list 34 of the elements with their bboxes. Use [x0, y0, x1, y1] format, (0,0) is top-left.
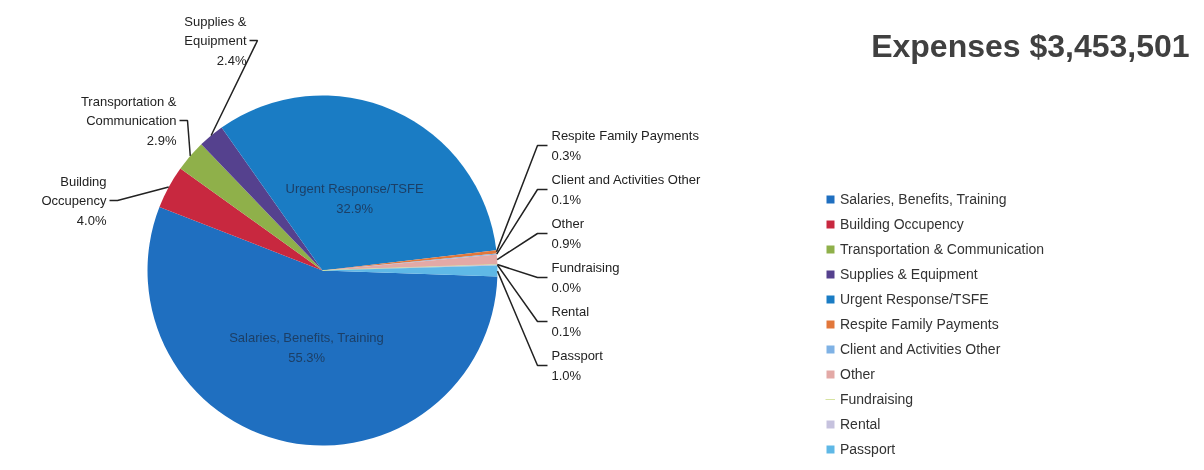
legend-label: Transportation & Communication — [840, 240, 1045, 258]
legend-label: Building Occupency — [840, 215, 964, 233]
slice-label: Respite Family Payments — [551, 128, 700, 144]
slice-label: Passport — [551, 348, 604, 364]
slice-label: Supplies & Equipment — [184, 13, 247, 48]
legend-label: Other — [840, 365, 876, 383]
slice-label: Other — [551, 216, 585, 232]
legend-label: Rental — [840, 415, 881, 433]
data-label: 2.9% — [146, 132, 177, 148]
legend-label: Client and Activities Other — [840, 340, 1001, 358]
legend-label: Urgent Response/TSFE — [840, 290, 989, 308]
data-label: 0.3% — [551, 147, 582, 163]
category-label: Fundraising — [840, 391, 914, 407]
data-label: 0.1% — [551, 191, 582, 207]
legend-label: Supplies & Equipment — [840, 265, 978, 283]
legend-label: Salaries, Benefits, Training — [840, 190, 1007, 208]
text: 0.0% — [551, 279, 582, 295]
data-label: 1.0% — [551, 367, 582, 383]
slice-label: Salaries, Benefits, Training — [229, 330, 384, 346]
chart-title: Expenses $3,453,501 — [871, 27, 1190, 64]
data-label: 4.0% — [76, 212, 107, 228]
slice-label: Urgent Response/TSFE — [285, 181, 424, 197]
slice-label: Rental — [551, 304, 590, 320]
data-label: 55.3% — [288, 349, 326, 365]
legend-label: Respite Family Payments — [840, 315, 999, 333]
legend-label: Fundraising — [551, 260, 620, 276]
slice-label: Transportation & Communication — [80, 93, 177, 128]
slice-label: Client and Activities Other — [551, 172, 702, 188]
data-label: 0.9% — [551, 235, 582, 251]
data-label: 32.9% — [336, 200, 374, 216]
slice-label: Building Occupency — [41, 173, 107, 208]
data-label: 2.4% — [216, 52, 247, 68]
data-label: 0.1% — [551, 323, 582, 339]
legend-label: Passport — [840, 440, 896, 458]
